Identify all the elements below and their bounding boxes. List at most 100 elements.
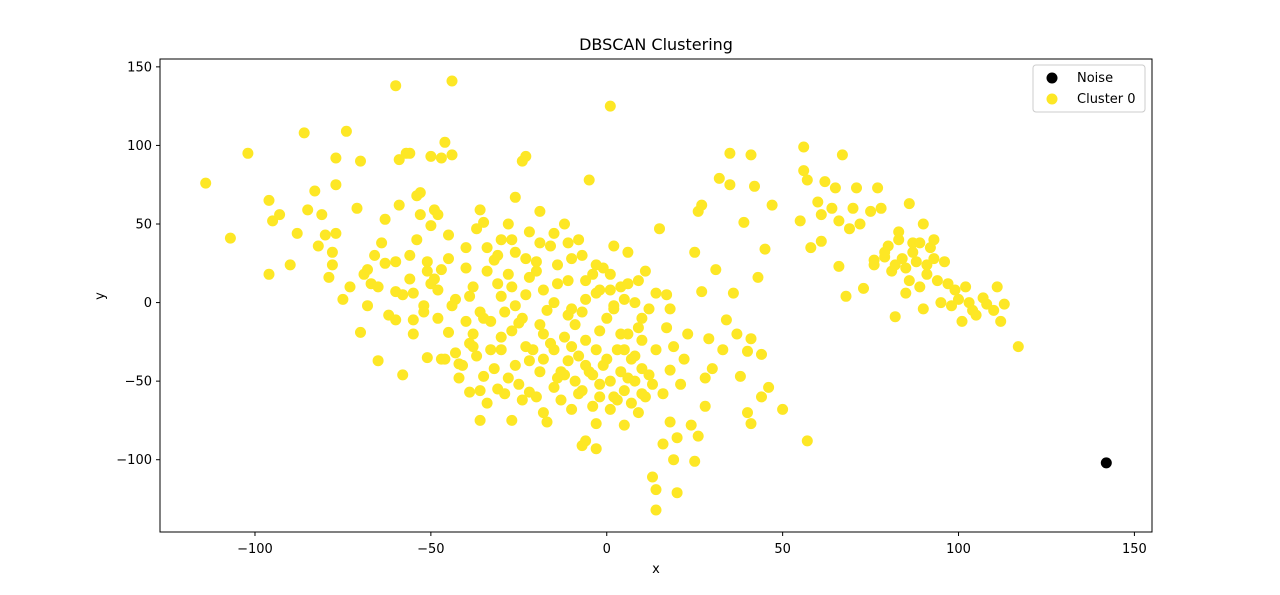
point-cluster-0 [548,297,560,309]
y-tick-label: 150 [127,60,152,75]
point-cluster-0 [699,400,711,412]
point-cluster-0 [931,275,943,287]
point-cluster-0 [1012,341,1024,353]
point-cluster-0 [548,227,560,239]
point-cluster-0 [587,369,599,381]
point-cluster-0 [545,337,556,349]
point-cluster-0 [548,381,560,393]
point-cluster-0 [907,246,919,258]
point-cluster-0 [668,454,680,466]
point-cluster-0 [467,281,479,293]
point-cluster-0 [439,136,451,148]
point-cluster-0 [643,303,655,315]
point-cluster-0 [696,286,708,298]
point-cluster-0 [812,196,824,208]
legend-box [1032,64,1146,113]
point-cluster-0 [393,199,405,211]
point-cluster-0 [601,312,613,324]
point-cluster-0 [970,309,982,321]
x-ticks: −100 −50 0 50 100 150 [237,532,1147,557]
point-cluster-0 [495,344,507,356]
point-cluster-0 [594,378,606,390]
point-cluster-0 [573,388,585,400]
point-cluster-0 [921,268,933,280]
point-cluster-0 [443,326,454,338]
y-tick-label: 100 [127,139,152,154]
point-cluster-0 [583,174,595,186]
point-cluster-0 [200,177,212,189]
y-axis-label: y [93,292,108,300]
point-cluster-0 [242,147,254,159]
point-cluster-0 [675,378,687,390]
point-cluster-0 [224,232,236,244]
point-cluster-0 [330,227,342,239]
point-cluster-0 [946,300,957,312]
point-cluster-0 [502,268,514,280]
point-cluster-0 [935,297,947,309]
point-cluster-0 [713,172,725,184]
point-cluster-0 [450,347,461,359]
point-cluster-0 [580,359,592,371]
point-cluster-0 [439,353,451,365]
point-cluster-0 [868,259,880,271]
point-cluster-0 [478,216,490,228]
point-cluster-0 [446,300,458,312]
point-cluster-0 [900,262,912,274]
point-cluster-0 [435,152,447,164]
point-cluster-0 [506,325,518,337]
point-cluster-0 [949,284,961,296]
point-cluster-0 [650,287,662,299]
point-cluster-0 [534,237,546,249]
point-cluster-0 [720,314,732,326]
point-cluster-0 [629,297,641,309]
point-cluster-0 [576,306,588,318]
point-cluster-0 [414,209,426,221]
point-cluster-0 [604,403,616,415]
point-cluster-0 [534,366,546,378]
point-cluster-0 [910,256,922,268]
chart-title: DBSCAN Clustering [579,35,733,54]
point-cluster-0 [763,381,775,393]
point-cluster-0 [724,147,736,159]
point-cluster-0 [903,275,915,287]
point-cluster-0 [499,388,511,400]
point-cluster-0 [632,275,644,287]
point-cluster-0 [323,271,335,283]
point-cluster-0 [552,372,563,384]
point-cluster-0 [590,287,602,299]
point-cluster-0 [745,149,757,161]
point-cluster-0 [562,355,574,367]
point-cluster-0 [604,268,616,280]
point-cluster-0 [745,333,757,345]
point-cluster-0 [829,182,841,194]
point-cluster-0 [914,237,926,249]
point-cluster-0 [397,289,409,301]
point-cluster-0 [703,333,715,345]
point-cluster-0 [541,304,553,316]
point-cluster-0 [682,328,694,340]
point-cluster-0 [414,187,426,199]
point-cluster-0 [411,234,423,246]
point-cluster-0 [545,240,556,252]
point-cluster-0 [488,363,500,375]
point-cluster-0 [639,265,651,277]
point-cluster-0 [844,223,855,235]
point-cluster-0 [509,191,521,203]
point-cluster-0 [326,246,338,258]
point-cluster-0 [756,348,767,360]
point-cluster-0 [390,80,402,92]
point-cluster-0 [457,359,468,371]
point-cluster-0 [833,215,845,227]
point-cluster-0 [506,234,518,246]
point-cluster-0 [298,127,310,139]
point-cluster-0 [485,344,497,356]
point-cluster-0 [513,378,525,390]
x-axis-label: x [652,562,660,577]
point-cluster-0 [917,303,929,315]
point-cluster-0 [309,185,321,197]
point-cluster-0 [576,249,588,261]
plot-frame [159,58,1153,533]
point-cluster-0 [580,293,592,305]
y-tick-label: −100 [116,453,152,468]
